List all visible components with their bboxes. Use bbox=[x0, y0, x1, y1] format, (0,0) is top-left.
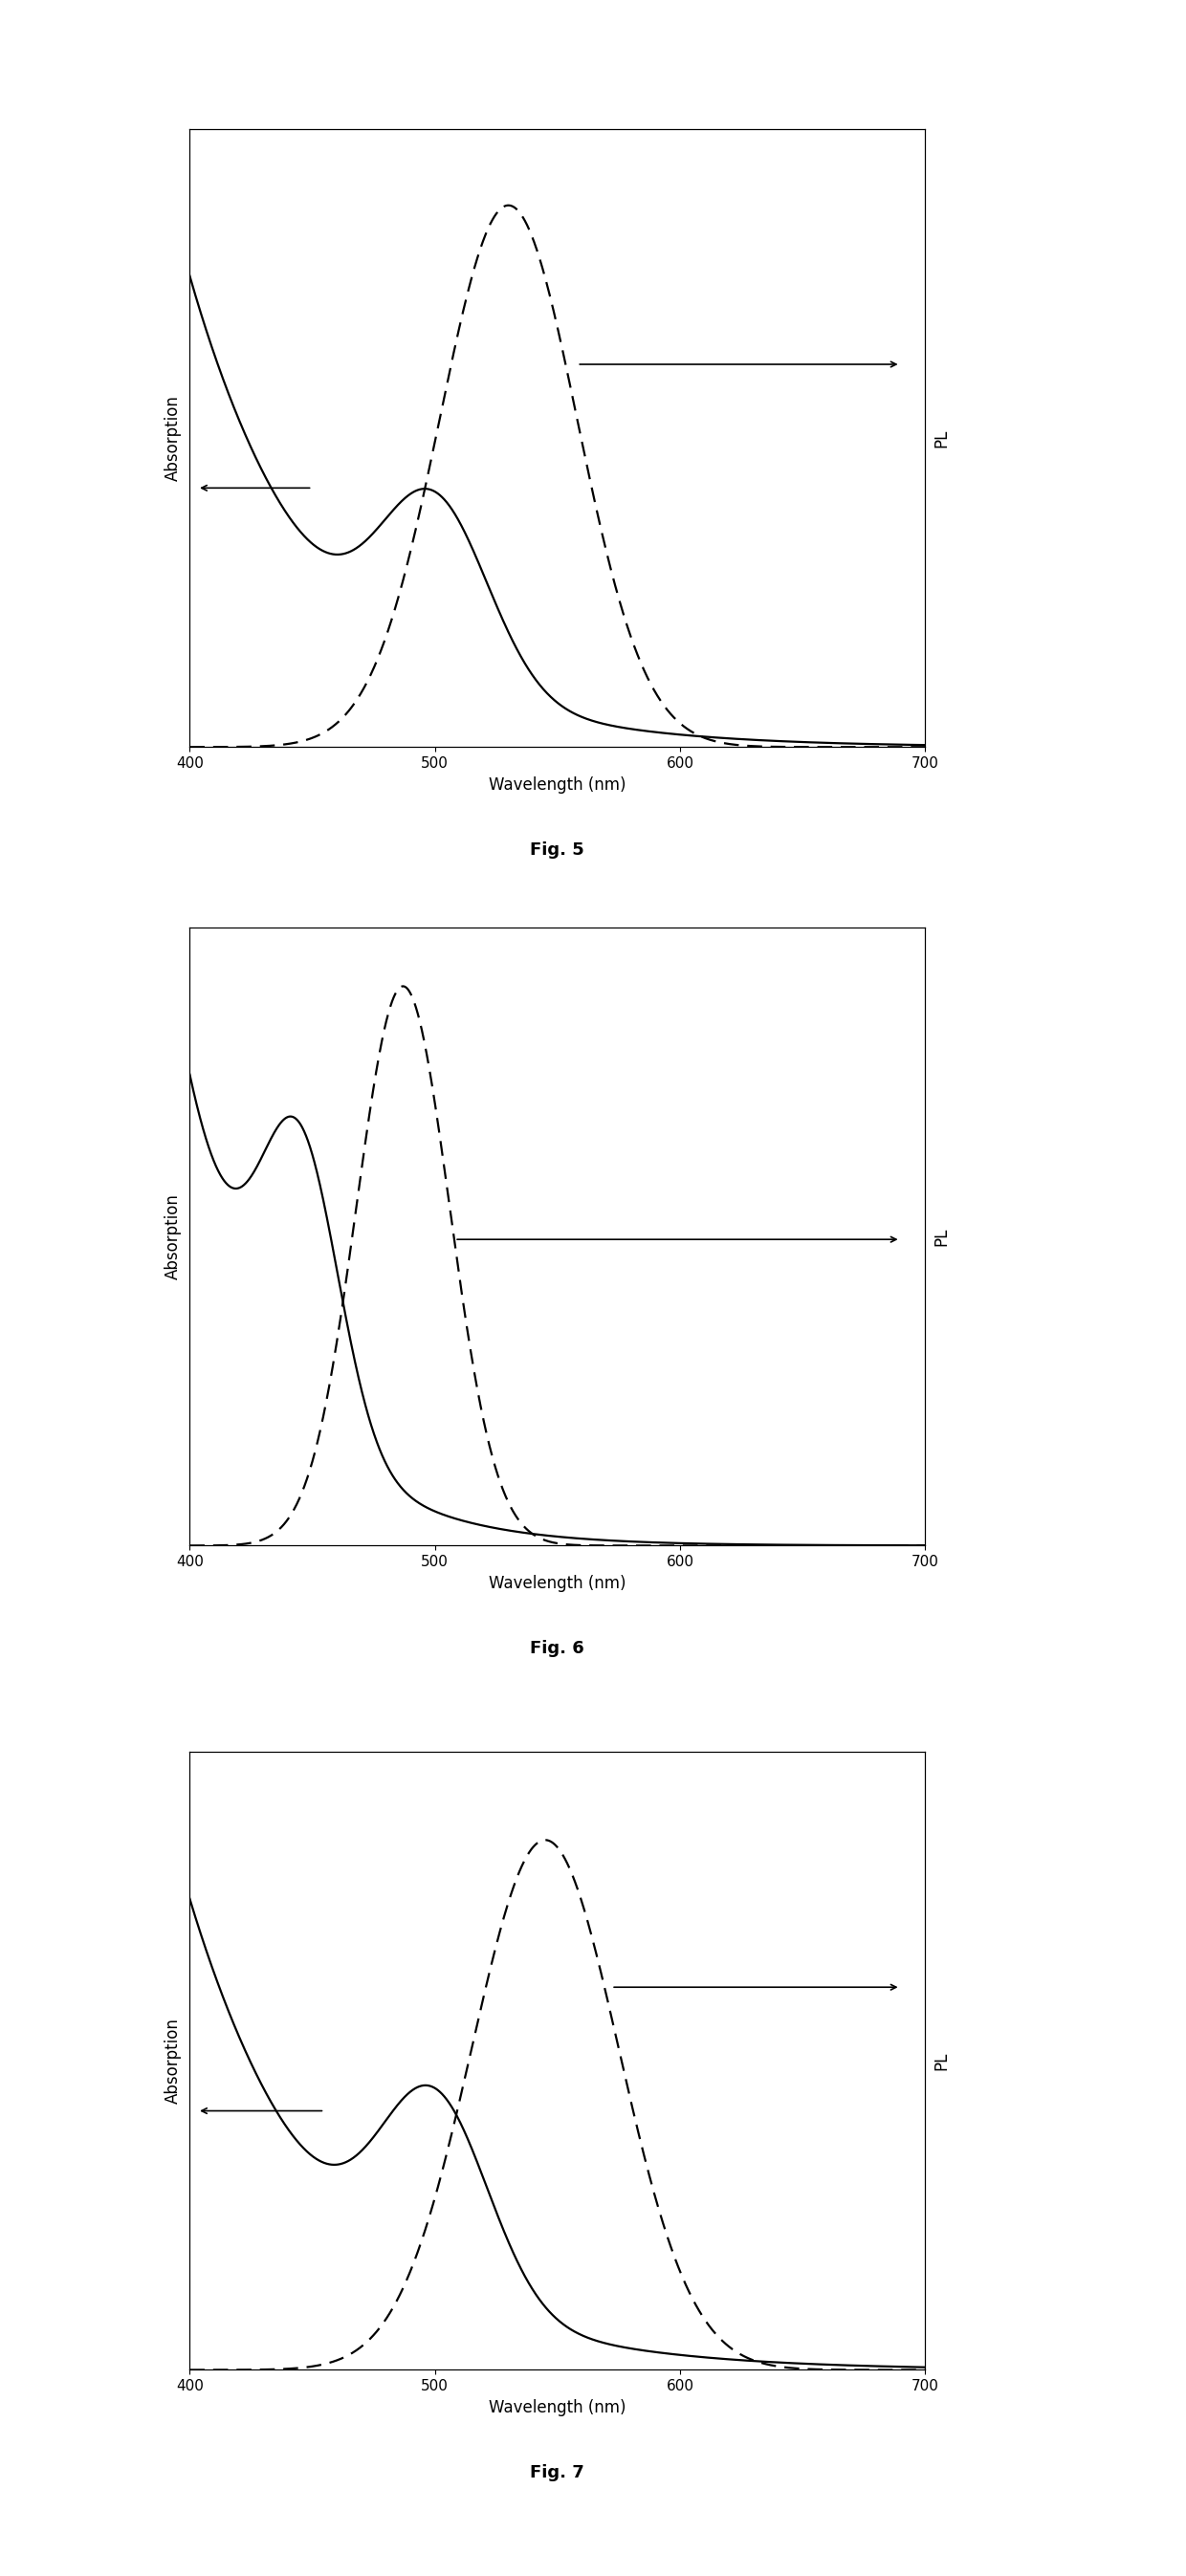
Text: Fig. 5: Fig. 5 bbox=[530, 842, 585, 858]
Text: Fig. 6: Fig. 6 bbox=[530, 1641, 585, 1656]
Y-axis label: PL: PL bbox=[933, 2050, 950, 2071]
Y-axis label: PL: PL bbox=[933, 1226, 950, 1247]
Y-axis label: Absorption: Absorption bbox=[165, 394, 181, 482]
X-axis label: Wavelength (nm): Wavelength (nm) bbox=[489, 775, 626, 793]
Y-axis label: PL: PL bbox=[933, 428, 950, 448]
Y-axis label: Absorption: Absorption bbox=[165, 2017, 181, 2105]
Text: Fig. 7: Fig. 7 bbox=[530, 2465, 585, 2481]
X-axis label: Wavelength (nm): Wavelength (nm) bbox=[489, 1574, 626, 1592]
X-axis label: Wavelength (nm): Wavelength (nm) bbox=[489, 2398, 626, 2416]
Y-axis label: Absorption: Absorption bbox=[165, 1193, 181, 1280]
